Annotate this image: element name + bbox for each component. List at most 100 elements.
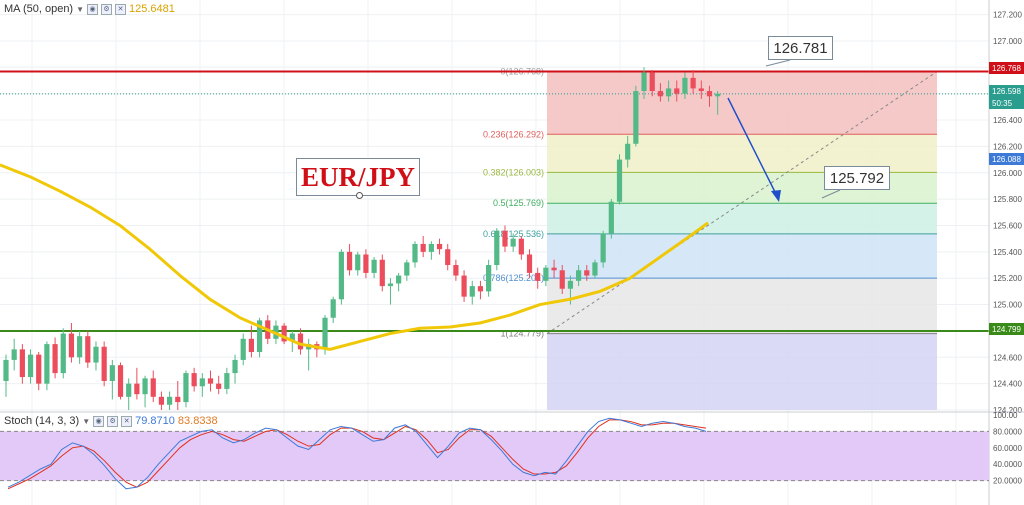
candle-body [117,365,124,397]
candle-body [420,243,426,252]
candle-body [600,233,606,263]
candle-body [150,378,156,397]
candle-body [690,77,696,89]
candle-body [715,93,721,97]
stoch-d-value: 83.8338 [177,415,218,427]
eye-icon[interactable]: ◉ [87,3,99,15]
fib-trendline [546,71,938,335]
candle-body [240,338,246,360]
candle-body [428,243,434,252]
candle-body [68,333,75,358]
fib-level-label: 0.236(126.292) [483,129,544,139]
candle-body [158,396,165,405]
fib-zone [547,333,937,410]
candle-body [494,230,500,266]
candle-body [535,272,541,281]
candle-body [436,243,443,250]
candle-body [355,254,361,271]
fib-level-label: 0.5(125.769) [493,198,544,208]
candle-body [363,254,369,273]
bar-countdown-tag: 50:35 [989,97,1024,109]
candle-body [486,265,492,292]
chevron-down-icon[interactable]: ▼ [82,416,91,426]
candle-body [216,383,222,389]
candle-body [396,275,402,284]
stoch-legend-label: Stoch (14, 3, 3) [4,415,80,427]
fib-level-label: 1(124.779) [500,329,544,339]
last-price-tag: 126.598 [989,85,1024,97]
candle-body [657,91,663,97]
price-axis-tick: 126.400 [993,116,1022,125]
settings-icon[interactable]: ⚙ [101,3,113,15]
candle-body [60,333,66,374]
candle-body [387,283,394,287]
candle-body [248,338,254,353]
candle-body [502,230,508,247]
candle-body [371,259,377,273]
candle-body [576,270,582,281]
resistance-price-tag: 126.768 [989,62,1024,74]
candle-body [281,325,287,342]
candle-body [616,159,623,202]
candle-body [567,280,574,289]
price-axis-tick: 125.600 [993,221,1022,230]
candle-body [674,88,680,94]
candle-body [36,354,42,384]
candle-body [175,396,181,403]
chevron-down-icon[interactable]: ▼ [76,4,85,14]
stoch-axis-tick: 80.0000 [993,427,1022,436]
stoch-axis-tick: 20.0000 [993,477,1022,486]
candle-body [469,286,475,297]
price-axis-tick: 126.200 [993,142,1022,151]
stoch-d-line [7,419,707,490]
candle-body [256,320,263,353]
ma-line [0,163,709,351]
price-axis-tick: 125.400 [993,248,1022,257]
candle-body [109,365,115,382]
candle-body [404,262,410,276]
candle-body [559,270,565,289]
candle-body [461,275,467,297]
candle-body [526,254,533,273]
candle-body [633,91,639,144]
close-icon[interactable]: ✕ [115,3,127,15]
resistance-callout[interactable]: 126.781 [768,36,833,60]
price-axis-tick: 125.000 [993,301,1022,310]
candle-body [167,396,173,405]
drag-handle-icon[interactable] [356,192,363,199]
candle-body [584,270,590,276]
settings-icon[interactable]: ⚙ [107,415,119,427]
support-price-tag: 124.799 [989,323,1024,335]
candle-body [183,373,189,403]
candle-body [3,359,9,382]
target-callout[interactable]: 125.792 [824,166,890,190]
candle-body [101,346,107,382]
candle-body [706,91,713,97]
candle-body [11,349,17,360]
close-icon[interactable]: ✕ [121,415,133,427]
fib-zone [547,278,937,334]
price-axis-tick: 127.200 [993,11,1022,20]
candle-body [191,373,197,387]
stoch-axis-tick: 40.0000 [993,460,1022,469]
price-axis-tick: 126.000 [993,169,1022,178]
candle-body [322,317,328,350]
candle-body [379,259,385,287]
candle-body [77,336,83,358]
stoch-band [0,431,989,481]
stoch-k-value: 79.8710 [135,415,175,427]
ma-legend-label: MA (50, open) [4,3,74,15]
fib-zone [547,203,937,234]
chart-title-label[interactable]: EUR/JPY [296,158,420,196]
eye-icon[interactable]: ◉ [93,415,105,427]
candle-body [85,336,91,363]
price-axis-tick: 127.000 [993,37,1022,46]
candle-body [543,267,549,281]
price-axis-tick: 125.200 [993,274,1022,283]
candle-body [199,378,205,387]
candle-body [232,359,238,374]
callout-connector [765,59,791,67]
arrow-head-icon [771,190,781,202]
candle-body [665,88,672,97]
